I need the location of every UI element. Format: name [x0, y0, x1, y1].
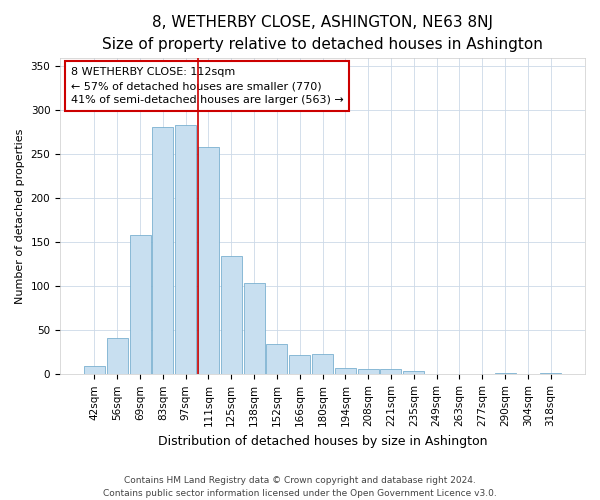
Bar — [312, 354, 333, 374]
Bar — [289, 355, 310, 374]
Bar — [380, 369, 401, 374]
Bar — [84, 366, 105, 374]
Bar — [198, 148, 219, 374]
Bar — [130, 236, 151, 374]
Bar — [494, 372, 515, 374]
X-axis label: Distribution of detached houses by size in Ashington: Distribution of detached houses by size … — [158, 434, 487, 448]
Bar — [244, 283, 265, 374]
Bar — [540, 372, 561, 374]
Bar — [221, 256, 242, 374]
Title: 8, WETHERBY CLOSE, ASHINGTON, NE63 8NJ
Size of property relative to detached hou: 8, WETHERBY CLOSE, ASHINGTON, NE63 8NJ S… — [102, 15, 543, 52]
Text: Contains HM Land Registry data © Crown copyright and database right 2024.
Contai: Contains HM Land Registry data © Crown c… — [103, 476, 497, 498]
Bar — [358, 369, 379, 374]
Bar — [335, 368, 356, 374]
Bar — [175, 126, 196, 374]
Bar — [107, 338, 128, 374]
Y-axis label: Number of detached properties: Number of detached properties — [15, 128, 25, 304]
Bar — [403, 371, 424, 374]
Text: 8 WETHERBY CLOSE: 112sqm
← 57% of detached houses are smaller (770)
41% of semi-: 8 WETHERBY CLOSE: 112sqm ← 57% of detach… — [71, 67, 343, 105]
Bar — [152, 127, 173, 374]
Bar — [266, 344, 287, 374]
